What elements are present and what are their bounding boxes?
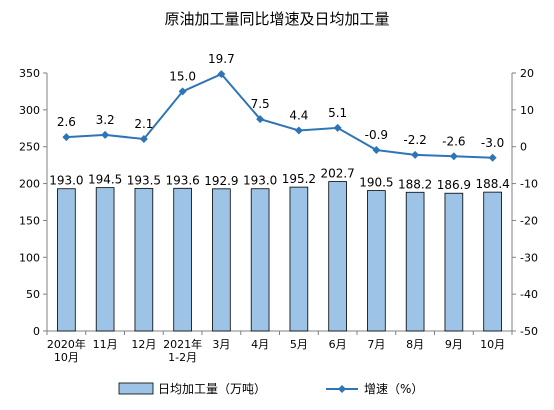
x-tick-label: 4月 (251, 338, 269, 351)
line-marker (139, 134, 148, 143)
bar-data-label: 190.5 (359, 176, 393, 190)
line-data-label: 2.6 (57, 115, 76, 129)
right-tick-label: -40 (520, 288, 538, 301)
line-marker (62, 133, 71, 142)
bar (328, 181, 347, 332)
legend: 日均加工量（万吨） 增速（%） (118, 382, 423, 396)
growth-line (66, 72, 493, 159)
line-data-label: 15.0 (169, 69, 196, 83)
left-tick-label: 250 (19, 141, 40, 154)
left-tick-label: 300 (19, 104, 40, 117)
bar (483, 191, 502, 332)
line-data-label: 7.5 (251, 97, 270, 111)
line-data-label: -2.2 (403, 133, 426, 147)
x-axis: 2020年 10月 11月 12月 2021年 1-2月 3月 4月 5月 6月 7月 8月 9月 10月 (46, 331, 513, 364)
left-tick-label: 150 (19, 214, 40, 227)
x-tick-label: 6月 (329, 338, 347, 351)
x-tick-label: 10月 (480, 338, 505, 351)
x-tick-label: 2021年 1-2月 (163, 337, 202, 364)
bar (173, 187, 192, 332)
left-tick-label: 200 (19, 178, 40, 191)
line-marker (256, 115, 265, 124)
x-tick-label: 9月 (445, 338, 463, 351)
line-data-label: -0.9 (365, 128, 388, 142)
bar-data-label: 193.0 (49, 174, 83, 188)
bar-data-label: 192.9 (204, 174, 238, 188)
x-tick-label: 3月 (212, 338, 230, 351)
bar (212, 188, 231, 332)
x-tick-label: 7月 (367, 338, 385, 351)
chart-title: 原油加工量同比增速及日均加工量 (164, 10, 390, 28)
bar (289, 186, 309, 332)
right-tick-label: -10 (520, 178, 538, 191)
bar-data-label: 193.6 (165, 173, 199, 187)
legend-bar-swatch (118, 382, 154, 395)
bar (405, 191, 425, 332)
line-marker (217, 70, 226, 79)
left-tick-label: 50 (26, 288, 40, 301)
bar-data-label: 202.7 (320, 167, 354, 181)
right-tick-label: -30 (520, 251, 538, 264)
bar-data-label: 194.5 (88, 173, 122, 187)
bar (250, 188, 270, 332)
bar (57, 188, 76, 332)
right-tick-label: 20 (520, 67, 534, 80)
x-tick-label: 5月 (290, 338, 308, 351)
bar-data-label: 186.9 (437, 178, 471, 192)
left-tick-label: 350 (19, 67, 40, 80)
line-marker (333, 123, 342, 132)
line-series: 2.6 3.2 2.1 15.0 19.7 7.5 4.4 5.1 -0.9 -2.2 -2.6 -3… (57, 52, 504, 162)
line-marker (488, 153, 497, 162)
line-marker (372, 146, 381, 155)
left-tick-label: 0 (33, 325, 40, 338)
right-y-axis: -50 -40 -30 -20 -10 0 10 20 (512, 67, 538, 338)
line-marker (449, 152, 458, 161)
x-tick-label: 12月 (131, 338, 156, 351)
line-data-label: -3.0 (481, 136, 504, 150)
line-marker (294, 126, 303, 135)
x-tick-label: 2020年 10月 (47, 337, 86, 364)
line-data-label: 4.4 (289, 108, 308, 122)
line-marker (178, 87, 187, 96)
right-tick-label: -20 (520, 214, 538, 227)
bar (444, 192, 464, 332)
right-tick-label: -50 (520, 325, 538, 338)
right-tick-label: 0 (520, 141, 527, 154)
bar-data-label: 188.2 (398, 177, 432, 191)
left-y-axis: 0 50 100 150 200 250 300 350 (19, 67, 47, 338)
bar-series: 193.0 194.5 193.5 193.6 192.9 193.0 195.2 202.7… (49, 167, 510, 332)
bar-data-label: 193.5 (127, 173, 161, 187)
x-tick-label: 11月 (93, 338, 118, 351)
bar (95, 187, 115, 332)
bar-data-label: 193.0 (243, 174, 277, 188)
line-data-label: 19.7 (208, 52, 235, 66)
bar (367, 190, 386, 332)
legend-line-marker (338, 385, 346, 393)
bar-data-label: 195.2 (282, 172, 316, 186)
legend-line-label: 增速（%） (364, 382, 423, 396)
line-data-label: 3.2 (96, 113, 115, 127)
line-data-label: 2.1 (134, 117, 153, 131)
bar (134, 187, 154, 332)
line-data-label: -2.6 (442, 134, 465, 148)
bar-data-label: 188.4 (475, 177, 509, 191)
left-tick-label: 100 (19, 251, 40, 264)
line-data-label: 5.1 (328, 106, 347, 120)
legend-bar-label: 日均加工量（万吨） (158, 382, 266, 396)
plot-frame (46, 73, 513, 332)
x-tick-label: 8月 (406, 338, 424, 351)
line-marker (101, 130, 110, 139)
line-marker (411, 150, 420, 159)
right-tick-label: 10 (520, 104, 534, 117)
